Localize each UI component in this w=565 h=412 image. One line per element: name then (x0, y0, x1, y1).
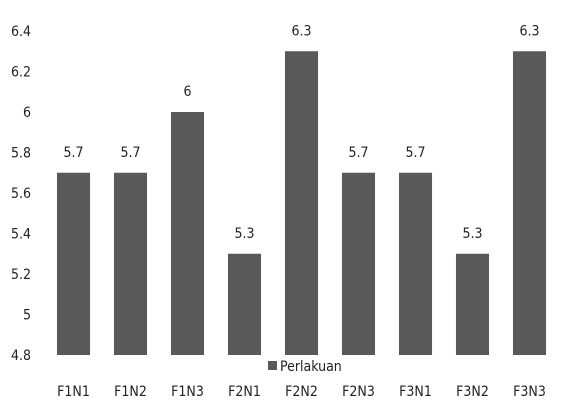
bar-f2n3 (341, 172, 376, 355)
x-tick-label: F1N2 (114, 384, 147, 400)
x-tick-label: F1N1 (57, 384, 90, 400)
data-label: 5.7 (348, 145, 368, 161)
data-label: 6.3 (519, 23, 539, 39)
legend-label: Perlakuan (280, 359, 342, 375)
x-tick-label: F3N3 (513, 384, 546, 400)
y-tick-label: 5.8 (11, 146, 31, 162)
data-label: 5.7 (405, 145, 425, 161)
bar-f3n1 (398, 172, 433, 355)
y-tick-label: 6.2 (11, 65, 31, 81)
data-label: 6 (183, 84, 191, 100)
data-label: 5.3 (462, 226, 482, 242)
y-tick-label: 6 (23, 105, 31, 121)
x-tick-label: F3N1 (399, 384, 432, 400)
y-tick-label: 5.4 (11, 227, 31, 243)
y-axis: 4.8 5 5.2 5.4 5.6 5.8 6 6.2 6.4 (11, 24, 31, 364)
y-tick-label: 6.4 (11, 24, 31, 40)
y-tick-label: 4.8 (11, 348, 31, 364)
bar-f2n2 (284, 51, 319, 355)
x-tick-label: F1N3 (171, 384, 204, 400)
legend: Perlakuan (268, 359, 342, 375)
x-tick-label: F3N2 (456, 384, 489, 400)
bars (56, 51, 547, 355)
data-label: 5.7 (63, 145, 83, 161)
bar-f2n1 (227, 253, 262, 355)
data-label: 5.7 (120, 145, 140, 161)
y-tick-label: 5.2 (11, 267, 31, 283)
x-axis: F1N1 F1N2 F1N3 F2N1 F2N2 F2N3 F3N1 F3N2 F3N3 (57, 384, 546, 400)
bar-f1n3 (170, 112, 205, 355)
y-tick-label: 5 (23, 308, 31, 324)
x-tick-label: F2N2 (285, 384, 318, 400)
y-tick-label: 5.6 (11, 186, 31, 202)
bar-f3n2 (455, 253, 490, 355)
data-label: 5.3 (234, 226, 254, 242)
bar-f3n3 (512, 51, 547, 355)
data-labels: 5.7 5.7 6 5.3 6.3 5.7 5.7 5.3 6.3 (63, 23, 539, 242)
x-tick-label: F2N3 (342, 384, 375, 400)
legend-swatch (268, 361, 277, 370)
bar-f1n2 (113, 172, 148, 355)
bar-f1n1 (56, 172, 91, 355)
data-label: 6.3 (291, 23, 311, 39)
x-tick-label: F2N1 (228, 384, 261, 400)
